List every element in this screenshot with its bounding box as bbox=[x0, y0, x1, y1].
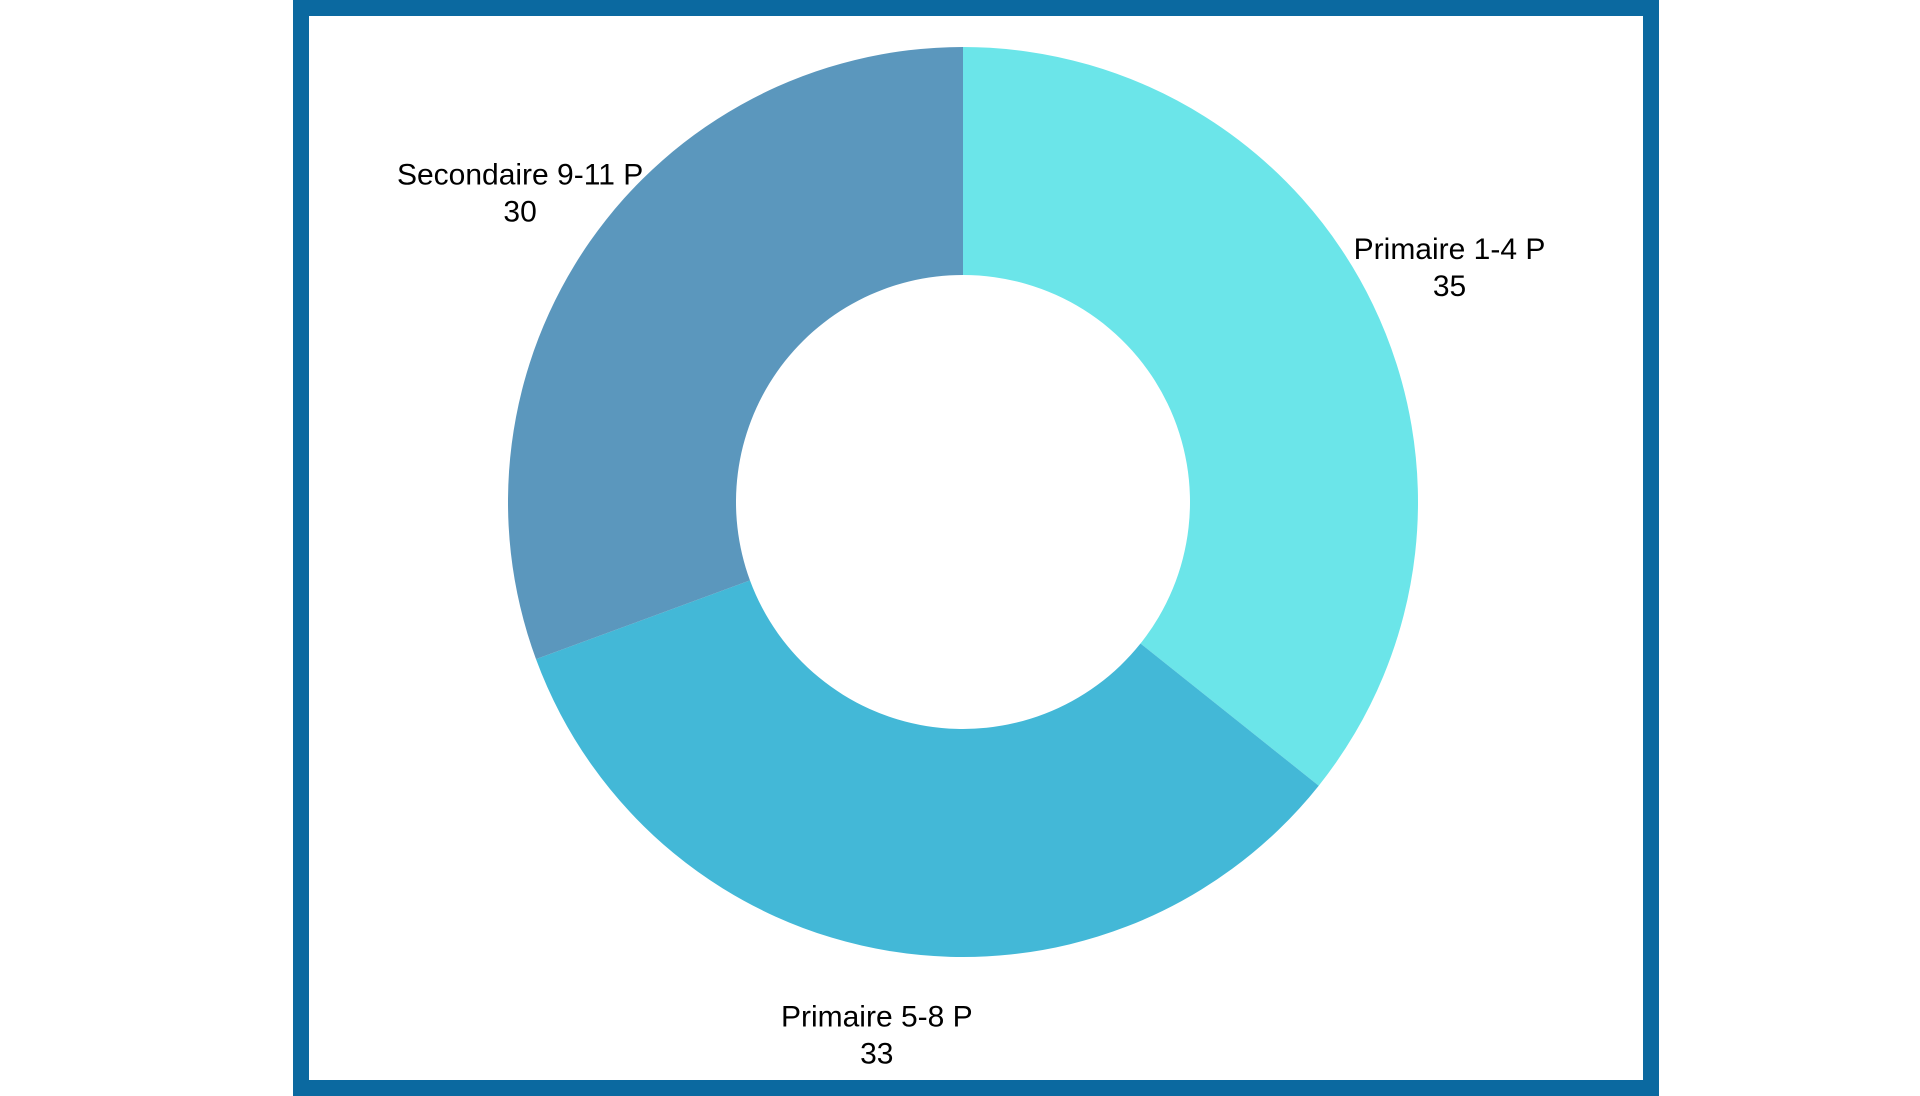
slice-label-value: 35 bbox=[1433, 270, 1466, 303]
slice-secondaire-9-11-p bbox=[508, 47, 963, 660]
slice-label-category: Secondaire 9-11 P bbox=[397, 159, 643, 192]
slice-primaire-5-8-p bbox=[535, 580, 1319, 957]
slice-labels: Primaire 1-4 P 35 Primaire 5-8 P 33 Secondai… bbox=[397, 159, 1545, 1071]
slice-label-category: Primaire 5-8 P bbox=[781, 1001, 973, 1034]
donut-slices bbox=[508, 47, 1418, 957]
slice-primaire-1-4-p bbox=[963, 47, 1418, 786]
slice-label-value: 33 bbox=[860, 1038, 893, 1071]
slice-label-category: Primaire 1-4 P bbox=[1354, 233, 1546, 266]
slice-label-value: 30 bbox=[503, 196, 536, 229]
